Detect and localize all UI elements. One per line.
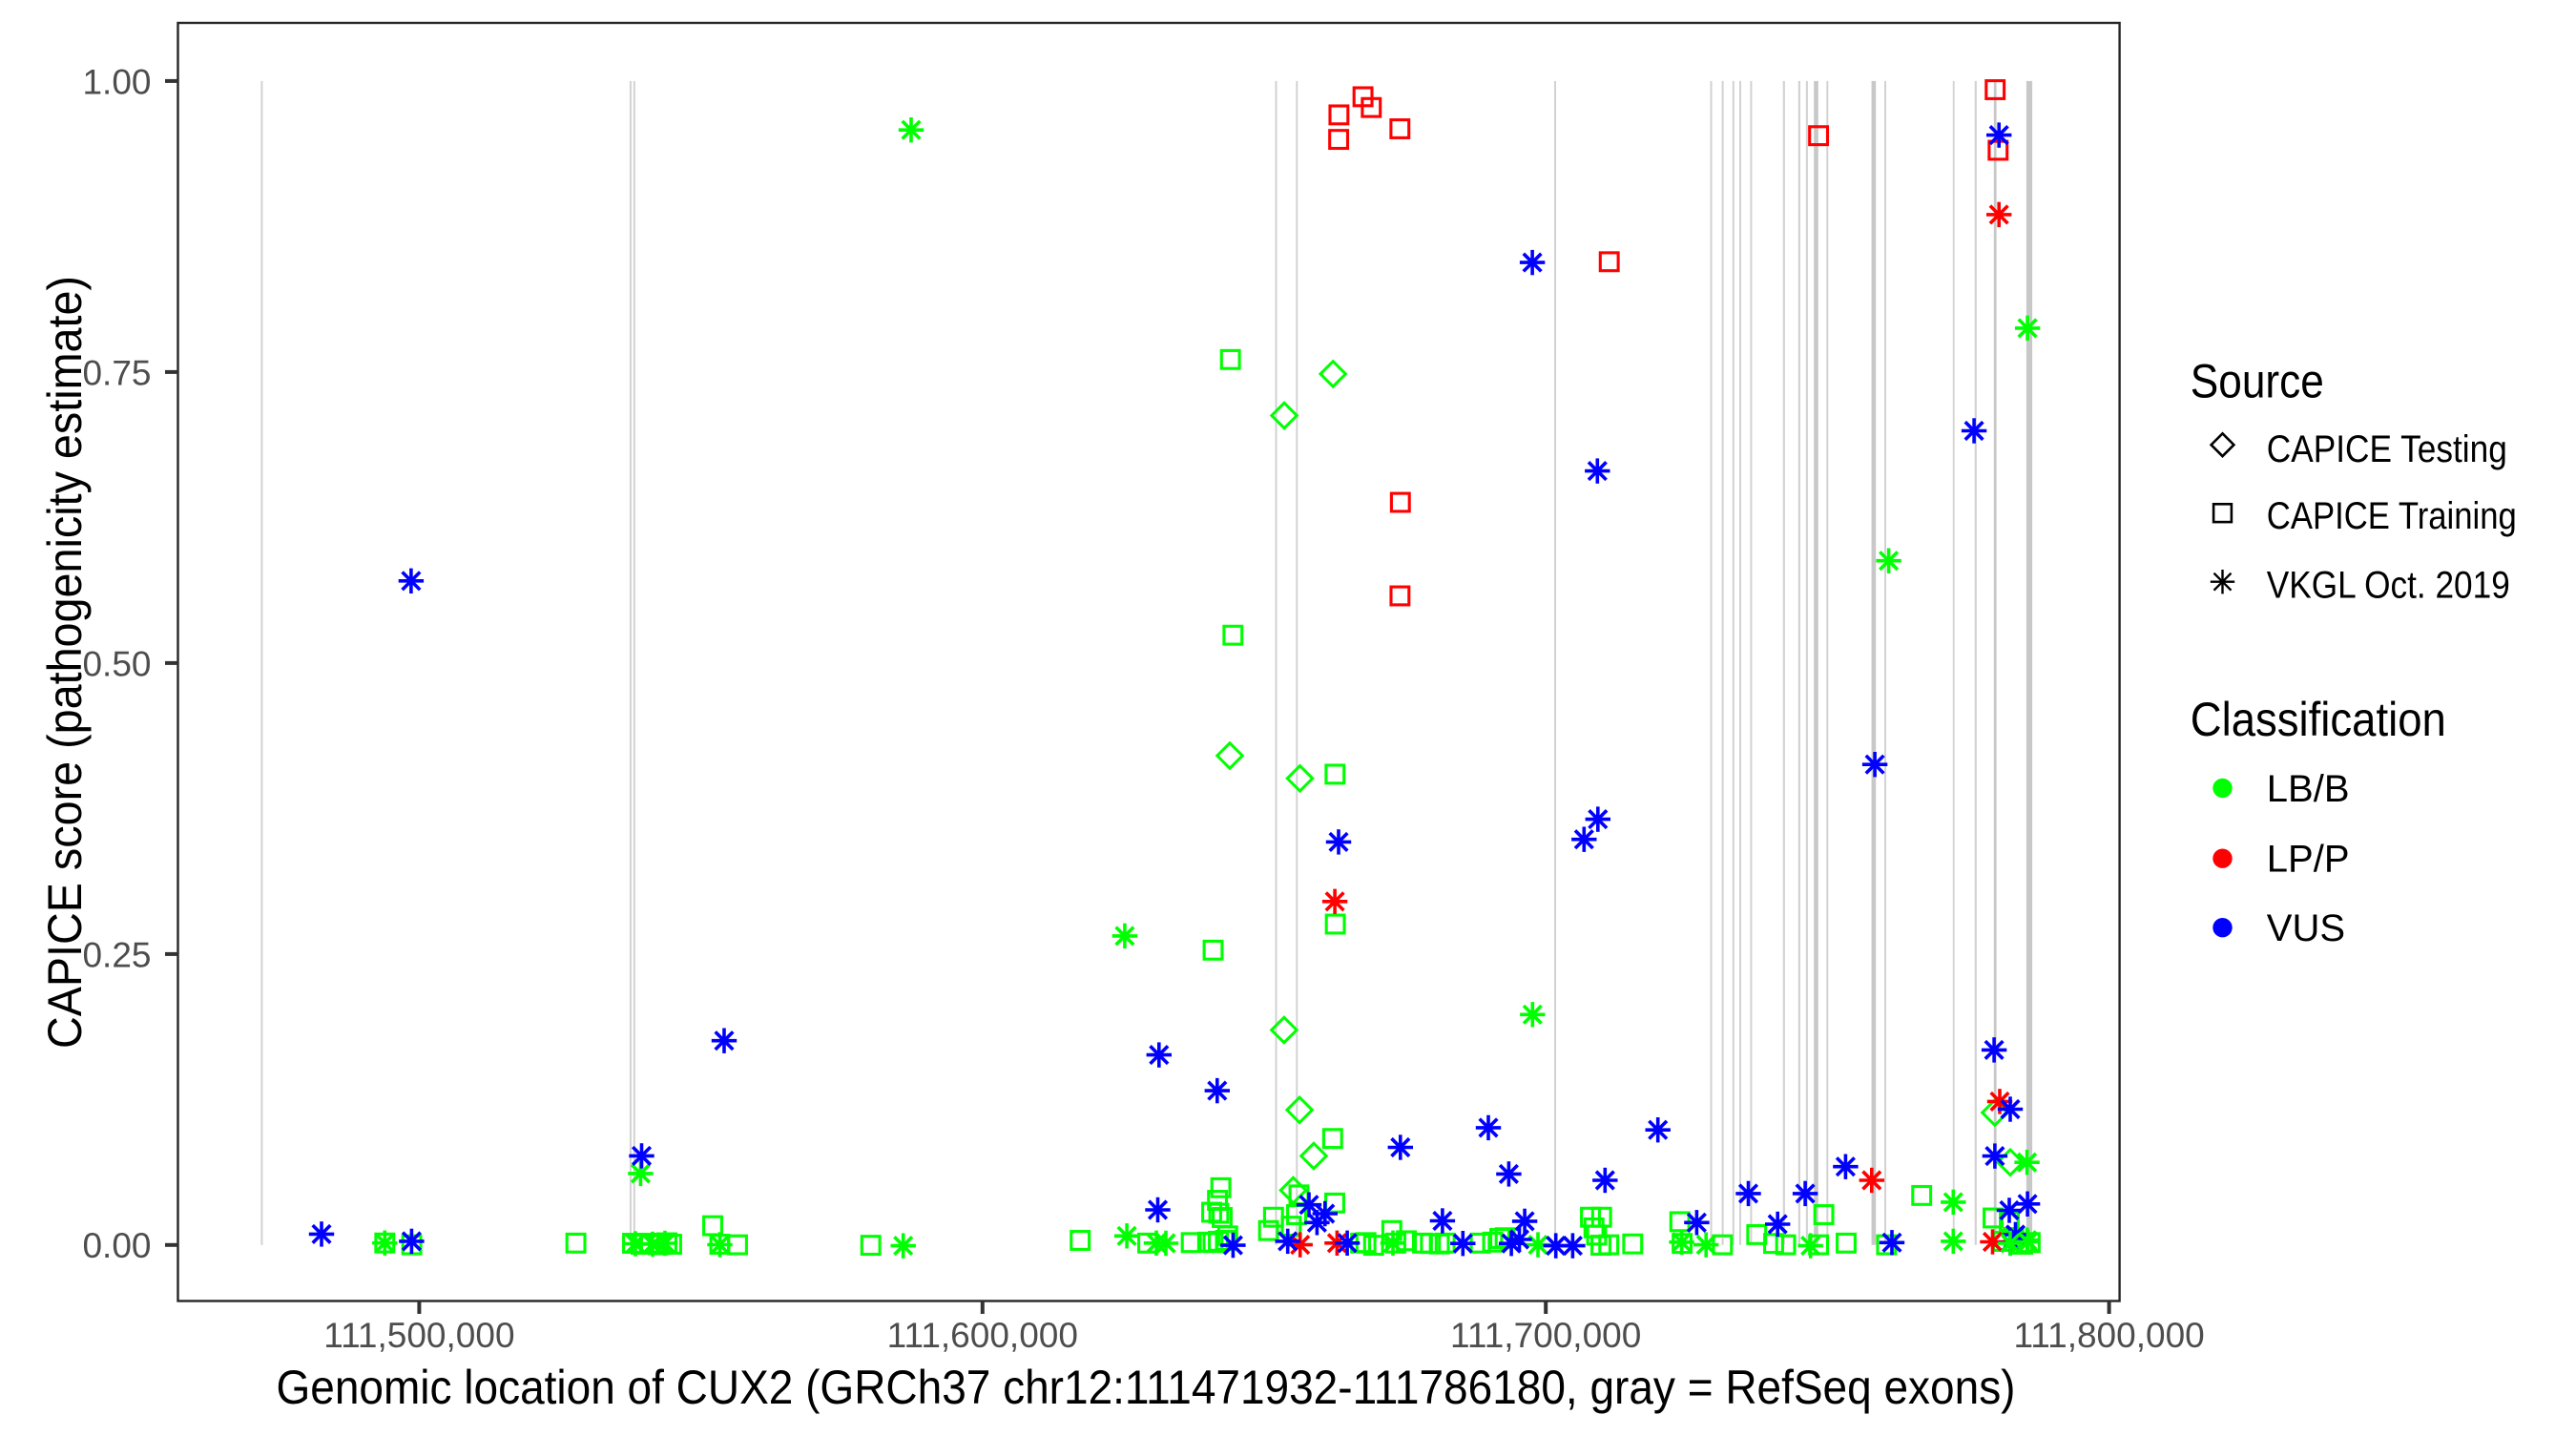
svg-text:0.00: 0.00 bbox=[82, 1226, 151, 1265]
svg-text:111,800,000: 111,800,000 bbox=[2013, 1316, 2204, 1355]
svg-text:Classification: Classification bbox=[2191, 693, 2446, 746]
svg-text:111,500,000: 111,500,000 bbox=[323, 1316, 514, 1355]
svg-text:0.25: 0.25 bbox=[82, 935, 151, 974]
svg-text:VUS: VUS bbox=[2267, 907, 2345, 949]
svg-text:CAPICE score (pathogenicity es: CAPICE score (pathogenicity estimate) bbox=[38, 276, 92, 1049]
svg-text:LP/P: LP/P bbox=[2267, 839, 2350, 881]
svg-text:VKGL Oct. 2019: VKGL Oct. 2019 bbox=[2267, 565, 2510, 607]
svg-text:1.00: 1.00 bbox=[82, 62, 151, 101]
svg-text:Genomic location of CUX2 (GRCh: Genomic location of CUX2 (GRCh37 chr12:1… bbox=[277, 1361, 2016, 1414]
svg-text:0.50: 0.50 bbox=[82, 644, 151, 683]
svg-text:111,600,000: 111,600,000 bbox=[887, 1316, 1078, 1355]
svg-text:111,700,000: 111,700,000 bbox=[1450, 1316, 1641, 1355]
svg-text:CAPICE Testing: CAPICE Testing bbox=[2267, 428, 2507, 470]
svg-text:Source: Source bbox=[2191, 355, 2324, 408]
svg-text:0.75: 0.75 bbox=[82, 353, 151, 392]
svg-text:LB/B: LB/B bbox=[2267, 768, 2350, 810]
svg-text:CAPICE Training: CAPICE Training bbox=[2267, 495, 2517, 537]
